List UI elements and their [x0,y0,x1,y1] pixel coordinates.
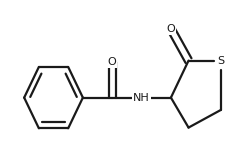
Text: NH: NH [133,93,150,103]
Text: S: S [217,56,224,66]
Text: O: O [108,57,117,67]
Text: O: O [167,24,175,34]
